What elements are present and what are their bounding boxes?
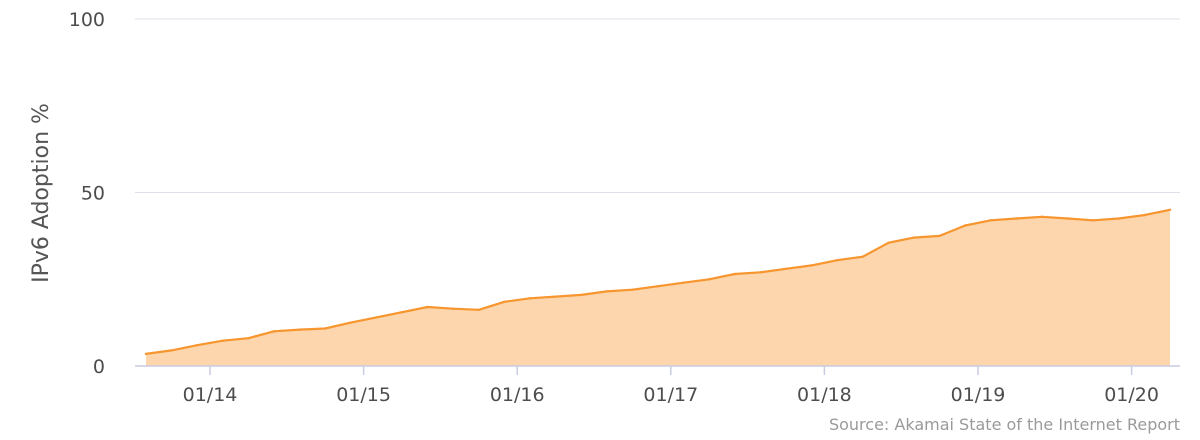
x-tick-label-01/17: 01/17	[643, 384, 698, 406]
series-0-point-2020-04	[1168, 208, 1172, 211]
y-axis-title: IPv6 Adoption %	[29, 103, 54, 283]
series-0-point-2019-10	[1092, 219, 1095, 222]
y-tick-label-50: 50	[81, 183, 105, 205]
series-0-point-2019-06	[1040, 215, 1044, 218]
series-0-point-2018-04	[861, 255, 864, 258]
x-tick-label-01/15: 01/15	[336, 384, 391, 406]
series-0-point-2015-08	[452, 307, 455, 310]
series-0-point-2017-04	[708, 278, 711, 281]
series-0-point-2015-12	[503, 300, 506, 303]
y-tick-label-0: 0	[93, 356, 105, 378]
y-tick-label-100: 100	[69, 9, 105, 31]
series-0-point-2015-10	[477, 308, 480, 311]
x-tick-label-01/19: 01/19	[951, 384, 1006, 406]
series-0-point-2016-02	[528, 297, 532, 300]
series-0-point-2016-06	[580, 293, 583, 297]
x-tick-label-01/16: 01/16	[490, 384, 545, 406]
series-0-point-2014-08	[298, 328, 301, 331]
x-tick-label-01/14: 01/14	[183, 384, 238, 406]
series-0-point-2017-10	[784, 267, 788, 270]
series-0-point-2019-02	[989, 219, 992, 222]
series-0-point-2013-08	[144, 352, 148, 356]
x-tick-label-01/18: 01/18	[797, 384, 852, 406]
series-0-point-2013-10	[170, 349, 173, 352]
series-0-point-2016-08	[605, 290, 608, 293]
series-0-point-2014-12	[349, 321, 352, 324]
series-0-point-2016-04	[554, 295, 557, 298]
series-0-point-2013-12	[196, 344, 199, 347]
series-0-point-2018-02	[836, 259, 839, 262]
series-0-point-2014-10	[324, 327, 327, 330]
series-0-point-2016-10	[631, 288, 634, 291]
series-0-point-2015-02	[375, 316, 378, 319]
series-0-point-2015-06	[426, 305, 429, 309]
series-0-point-2017-06	[733, 272, 736, 276]
series-0-point-2014-04	[247, 337, 250, 340]
series-0-point-2018-08	[912, 236, 916, 239]
series-0-point-2019-04	[1015, 217, 1018, 220]
series-0-point-2017-12	[810, 264, 813, 267]
series-0-point-2017-02	[682, 281, 685, 284]
series-0-point-2018-12	[964, 224, 967, 227]
series-0-point-2019-08	[1066, 217, 1069, 220]
series-0-point-2019-12	[1117, 217, 1121, 220]
series-0-point-2018-10	[938, 234, 941, 238]
series-0-point-2018-06	[887, 241, 890, 244]
source-note: Source: Akamai State of the Internet Rep…	[829, 415, 1180, 434]
series-0-point-2015-04	[400, 311, 404, 314]
x-tick-label-01/20: 01/20	[1104, 384, 1159, 406]
series-0-point-2014-02	[221, 339, 224, 342]
series-0-point-2016-12	[656, 285, 660, 288]
series-0-point-2020-02	[1143, 213, 1146, 217]
series-0-area-fill	[146, 209, 1170, 366]
series-0-point-2014-06	[272, 330, 276, 333]
series-0-point-2017-08	[759, 271, 762, 274]
